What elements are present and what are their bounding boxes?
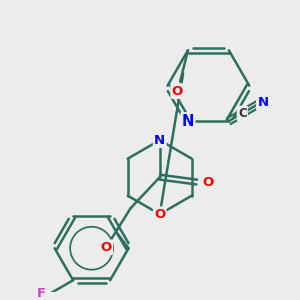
Text: O: O (172, 85, 183, 98)
Text: C: C (238, 107, 247, 120)
Text: N: N (154, 134, 165, 147)
Text: F: F (37, 287, 46, 300)
Text: O: O (154, 208, 165, 221)
Text: N: N (182, 114, 194, 129)
Text: N: N (257, 96, 268, 109)
Text: O: O (100, 241, 112, 254)
Text: O: O (203, 176, 214, 188)
